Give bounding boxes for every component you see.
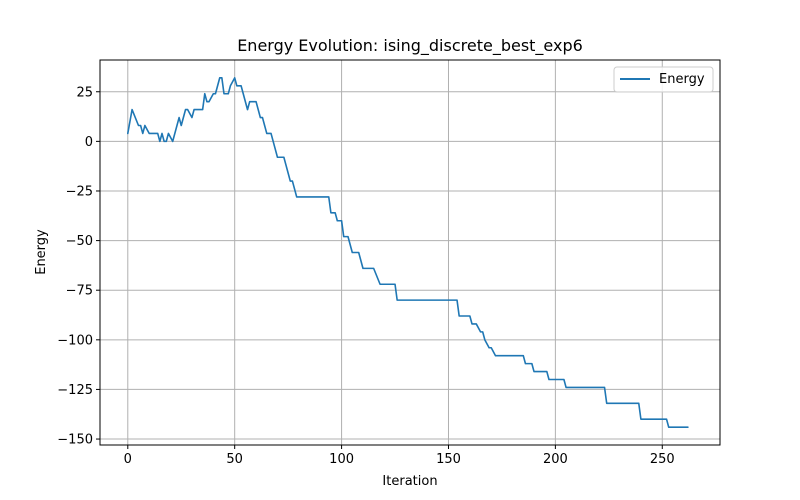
legend-entry-energy: Energy bbox=[659, 72, 705, 87]
y-tick-label: −50 bbox=[66, 234, 93, 249]
x-tick-label: 100 bbox=[329, 452, 354, 467]
legend-box bbox=[613, 66, 714, 93]
y-tick-label: −150 bbox=[57, 433, 93, 448]
x-tick-label: 250 bbox=[650, 452, 675, 467]
y-axis-label: Energy bbox=[34, 229, 49, 275]
series-line-energy bbox=[126, 77, 689, 428]
y-tick-label: −125 bbox=[57, 383, 93, 398]
x-tick-label: 50 bbox=[226, 452, 243, 467]
legend: Energy bbox=[613, 66, 714, 93]
y-tick-label: 0 bbox=[85, 135, 93, 150]
y-tick-label: −75 bbox=[66, 284, 93, 299]
y-tick-label: 25 bbox=[76, 85, 93, 100]
x-tick-label: 150 bbox=[436, 452, 461, 467]
y-tick-label: −100 bbox=[57, 333, 93, 348]
series-layer bbox=[126, 77, 689, 428]
chart-title: Energy Evolution: ising_discrete_best_ex… bbox=[237, 36, 583, 56]
x-tick-label: 200 bbox=[543, 452, 568, 467]
y-tick-label: −25 bbox=[66, 184, 93, 199]
plot-frame bbox=[99, 59, 721, 446]
x-tick-label: 0 bbox=[124, 452, 132, 467]
x-axis-label: Iteration bbox=[382, 474, 437, 489]
grid bbox=[100, 60, 720, 445]
